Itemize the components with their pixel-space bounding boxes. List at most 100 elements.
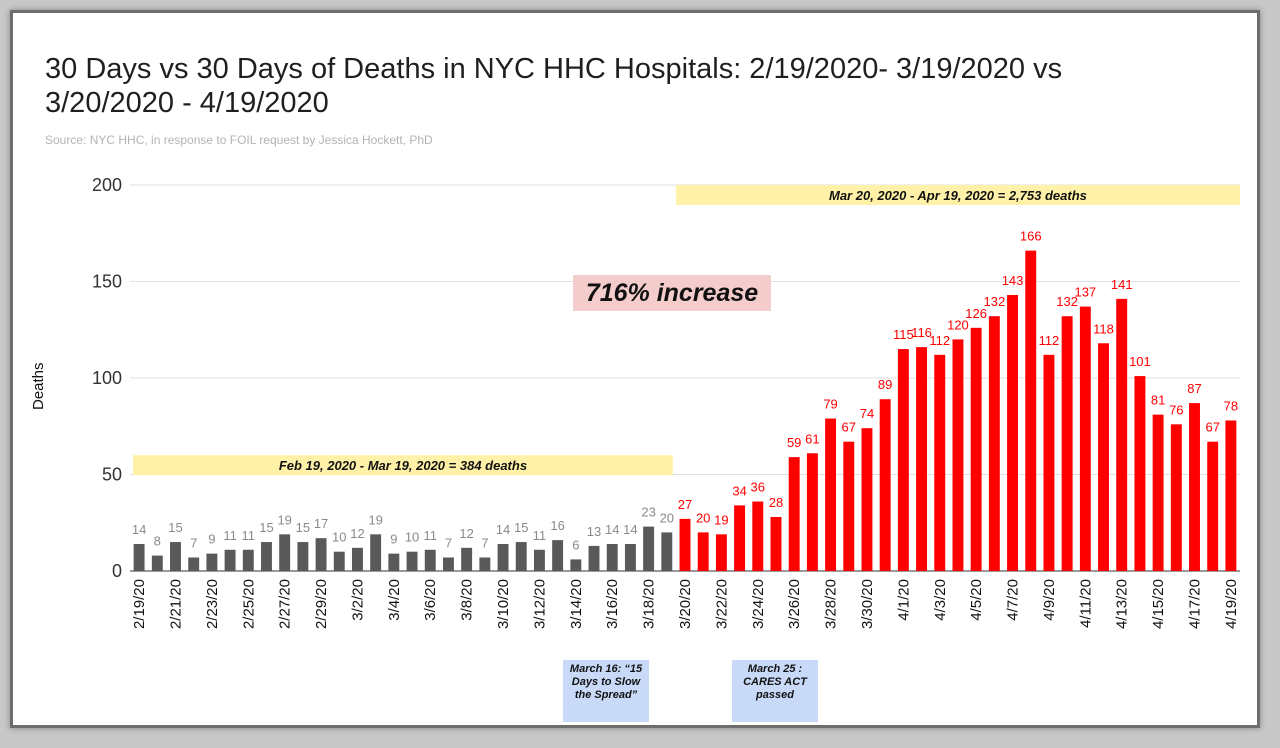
bar xyxy=(1079,306,1091,571)
x-tick-label: 4/11/20 xyxy=(1077,579,1094,628)
annotation-text-after: Mar 20, 2020 - Apr 19, 2020 = 2,753 deat… xyxy=(829,188,1087,203)
data-label: 81 xyxy=(1151,393,1165,408)
data-label: 11 xyxy=(223,528,237,543)
data-label: 19 xyxy=(714,512,728,527)
data-label: 23 xyxy=(641,505,655,520)
bar xyxy=(1007,295,1018,571)
bar xyxy=(479,557,491,571)
bar xyxy=(315,538,327,571)
data-label: 14 xyxy=(132,522,146,537)
x-tick-label: 3/4/20 xyxy=(386,579,403,621)
bar xyxy=(861,428,873,571)
x-tick-label: 2/29/20 xyxy=(313,579,330,629)
bar xyxy=(570,559,582,571)
bar xyxy=(261,542,272,571)
x-tick-label: 4/3/20 xyxy=(932,579,949,621)
bar xyxy=(643,526,655,571)
bar xyxy=(606,543,618,571)
bar xyxy=(770,516,782,571)
data-label: 19 xyxy=(368,512,382,527)
data-label: 27 xyxy=(678,497,692,512)
bar xyxy=(661,532,673,571)
bar xyxy=(715,534,727,571)
data-label: 11 xyxy=(533,528,547,543)
x-tick-label: 2/23/20 xyxy=(204,579,221,629)
bar xyxy=(1207,441,1219,571)
x-tick-label: 4/9/20 xyxy=(1041,579,1058,621)
bar xyxy=(897,349,909,571)
bar xyxy=(133,543,145,571)
data-label: 141 xyxy=(1111,277,1133,292)
x-tick-label: 3/12/20 xyxy=(531,579,548,629)
bar xyxy=(188,557,200,571)
bar xyxy=(1116,298,1128,571)
data-label: 12 xyxy=(459,526,473,541)
data-label: 10 xyxy=(332,530,346,545)
chart-title: 30 Days vs 30 Days of Deaths in NYC HHC … xyxy=(45,53,1063,119)
bar xyxy=(1061,316,1073,571)
data-label: 67 xyxy=(1205,420,1219,435)
data-label: 115 xyxy=(893,327,914,342)
data-label: 166 xyxy=(1020,229,1042,244)
data-label: 112 xyxy=(1039,333,1060,348)
bar xyxy=(679,518,691,571)
x-tick-label: 4/13/20 xyxy=(1114,579,1131,629)
chart-subtitle: Source: NYC HHC, in response to FOIL req… xyxy=(45,133,433,147)
bar xyxy=(697,532,709,571)
data-label: 8 xyxy=(154,534,161,549)
data-label: 59 xyxy=(787,435,801,450)
bar xyxy=(988,316,1000,571)
bar xyxy=(1189,403,1200,571)
bar xyxy=(843,441,855,571)
bar xyxy=(170,542,181,571)
x-tick-label: 3/10/20 xyxy=(495,579,512,629)
x-tick-label: 2/21/20 xyxy=(167,579,184,629)
x-tick-label: 3/20/20 xyxy=(677,579,694,629)
bar xyxy=(461,547,473,571)
data-label: 20 xyxy=(660,510,674,525)
y-tick-label: 0 xyxy=(112,561,122,581)
x-tick-label: 3/30/20 xyxy=(859,579,876,629)
x-tick-label: 3/6/20 xyxy=(422,579,439,621)
data-label: 6 xyxy=(572,537,579,552)
note-15-days: March 16: “15 Days to Slow the Spread” xyxy=(563,660,649,722)
bar xyxy=(352,547,363,571)
x-tick-label: 3/14/20 xyxy=(568,579,585,629)
bar xyxy=(1152,414,1164,571)
data-label: 16 xyxy=(550,518,564,533)
data-label: 61 xyxy=(805,431,819,446)
data-label: 20 xyxy=(696,510,710,525)
bar xyxy=(406,551,418,571)
data-label: 132 xyxy=(983,294,1005,309)
y-tick-label: 200 xyxy=(92,175,122,195)
x-tick-label: 4/7/20 xyxy=(1005,579,1022,621)
data-label: 9 xyxy=(208,532,215,547)
data-label: 9 xyxy=(390,532,397,547)
data-label: 17 xyxy=(314,516,328,531)
data-label: 15 xyxy=(168,520,182,535)
bar xyxy=(151,555,163,571)
x-tick-label: 3/2/20 xyxy=(349,579,366,621)
data-label: 67 xyxy=(842,420,856,435)
bar xyxy=(442,557,454,571)
bar xyxy=(788,457,800,571)
annotation-band-after xyxy=(675,185,1240,205)
data-label: 74 xyxy=(860,406,874,421)
data-label: 15 xyxy=(514,520,528,535)
data-label: 87 xyxy=(1187,381,1201,396)
bar xyxy=(515,542,527,571)
bar xyxy=(934,354,946,571)
bar xyxy=(952,339,964,571)
x-tick-label: 3/26/20 xyxy=(786,579,803,629)
data-label: 89 xyxy=(878,377,892,392)
bar xyxy=(552,540,564,571)
x-tick-label: 4/15/20 xyxy=(1150,579,1167,629)
bar xyxy=(370,534,382,571)
data-label: 7 xyxy=(481,535,488,550)
bar xyxy=(497,543,509,571)
x-tick-label: 2/27/20 xyxy=(277,579,294,629)
data-label: 78 xyxy=(1224,398,1238,413)
bar xyxy=(224,549,236,571)
data-label: 116 xyxy=(911,325,932,340)
